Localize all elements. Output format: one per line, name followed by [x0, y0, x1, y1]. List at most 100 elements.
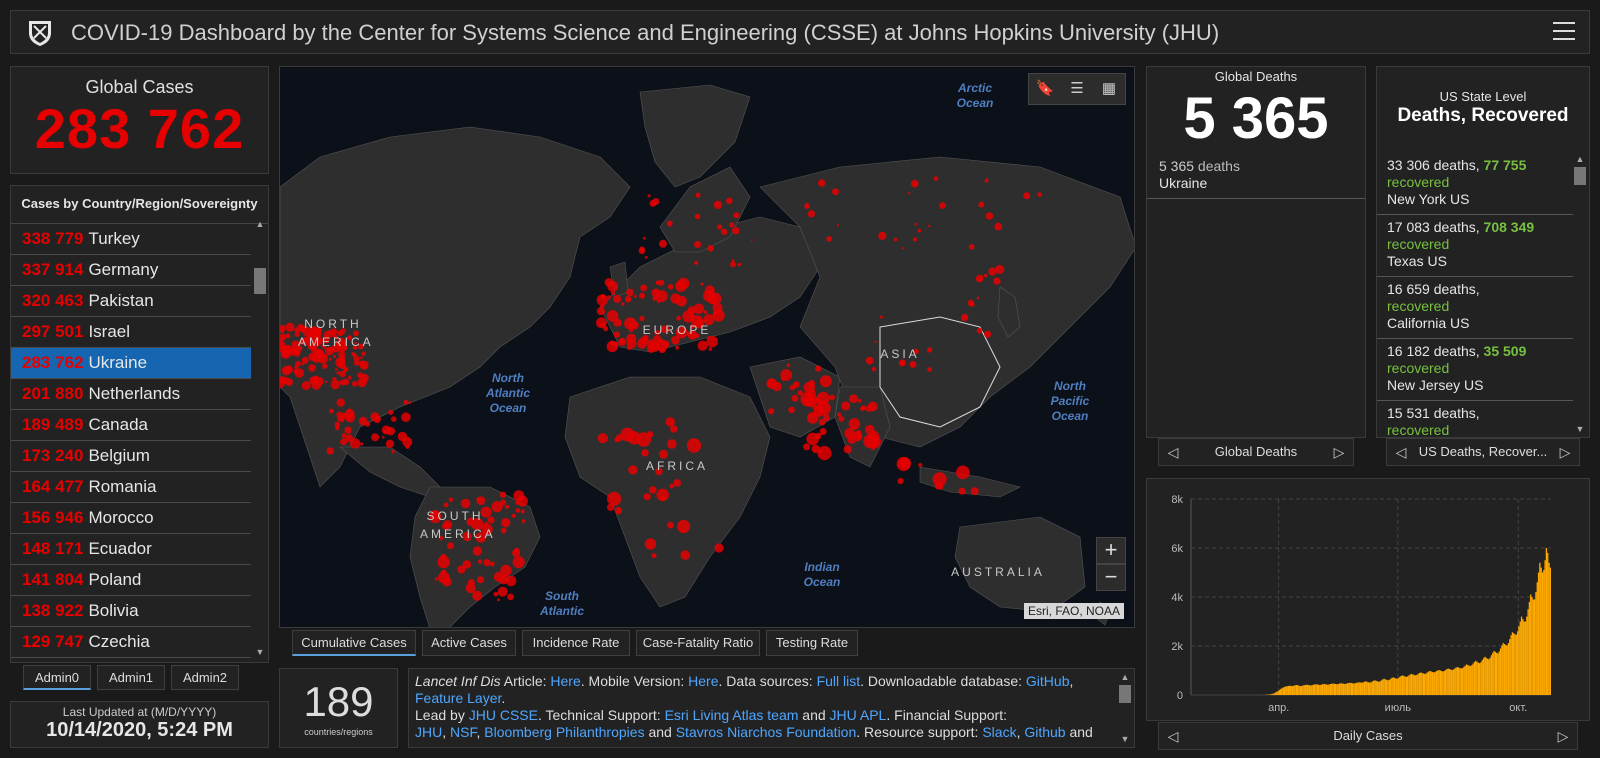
country-row[interactable]: 148 171 Ecuador — [11, 534, 251, 565]
chart-bar — [1293, 685, 1295, 695]
case-bubble — [662, 340, 670, 348]
country-row[interactable]: 338 779 Turkey — [11, 224, 251, 255]
country-case-count: 189 489 — [22, 415, 84, 434]
link-jhu[interactable]: JHU — [415, 724, 443, 740]
chart-bar — [1376, 681, 1379, 695]
chart-bar — [1353, 683, 1355, 695]
us-state-scrollbar[interactable]: ▲ ▼ — [1573, 153, 1587, 435]
us-state-item[interactable]: 33 306 deaths, 77 755 recovered New York U… — [1377, 153, 1573, 215]
us-scroll-up-icon[interactable]: ▲ — [1575, 154, 1585, 164]
us-scroll-down-icon[interactable]: ▼ — [1575, 424, 1585, 434]
qr-code-icon[interactable]: ▦ — [1101, 80, 1117, 97]
chart-bar — [1482, 658, 1485, 695]
us-state-item[interactable]: 16 182 deaths, 35 509 recovered New Jersey… — [1377, 339, 1573, 401]
chevron-left-icon[interactable]: ◁ — [1167, 728, 1179, 744]
us-scroll-thumb[interactable] — [1574, 167, 1586, 185]
country-row[interactable]: 164 477 Romania — [11, 472, 251, 503]
link-bloomberg[interactable]: Bloomberg Philanthropies — [484, 724, 645, 740]
link-full-list[interactable]: Full list — [816, 673, 861, 689]
link-jhu-apl[interactable]: JHU APL — [829, 707, 887, 723]
us-state-item[interactable]: 16 659 deaths, recovered California US — [1377, 277, 1573, 339]
case-bubbles[interactable] — [280, 176, 1042, 602]
tab-testing-rate[interactable]: Testing Rate — [766, 630, 858, 656]
country-row[interactable]: 320 463 Pakistan — [11, 286, 251, 317]
chevron-left-icon[interactable]: ◁ — [1395, 444, 1407, 460]
chevron-right-icon[interactable]: ▷ — [1559, 444, 1571, 460]
scroll-thumb[interactable] — [254, 268, 266, 294]
country-row[interactable]: 173 240 Belgium — [11, 441, 251, 472]
tab-cumulative-cases[interactable]: Cumulative Cases — [292, 630, 416, 656]
us-state-item[interactable]: 17 083 deaths, 708 349 recovered Texas US — [1377, 215, 1573, 277]
scroll-up-arrow-icon[interactable]: ▲ — [255, 219, 265, 229]
link-jhu-csse[interactable]: JHU CSSE — [468, 707, 538, 723]
chart-bar — [1367, 682, 1370, 695]
zoom-in-button[interactable]: + — [1096, 537, 1126, 564]
link-github-2[interactable]: Github — [1024, 724, 1066, 740]
chevron-right-icon[interactable]: ▷ — [1333, 444, 1345, 460]
case-bubble — [666, 220, 673, 227]
country-row[interactable]: 297 501 Israel — [11, 317, 251, 348]
link-github[interactable]: GitHub — [1025, 673, 1070, 689]
chevron-left-icon[interactable]: ◁ — [1167, 444, 1179, 460]
zoom-out-button[interactable]: − — [1096, 564, 1126, 591]
tab-incidence-rate[interactable]: Incidence Rate — [522, 630, 630, 656]
scroll-down-arrow-icon[interactable]: ▼ — [255, 647, 265, 657]
world-map[interactable]: 🔖 ☰ ▦ Arctic Ocean North Atlantic Ocean … — [279, 66, 1135, 628]
tab-admin0[interactable]: Admin0 — [23, 665, 91, 690]
country-list-scrollbar[interactable]: ▲ ▼ — [253, 218, 267, 658]
link-article-here[interactable]: Here — [550, 673, 581, 689]
last-updated-label: Last Updated at (M/D/YYYY) — [62, 705, 217, 719]
bookmark-icon[interactable]: 🔖 — [1035, 80, 1055, 97]
jhu-shield-logo-icon — [29, 21, 51, 46]
link-nsf[interactable]: NSF — [450, 724, 477, 740]
chevron-right-icon[interactable]: ▷ — [1557, 728, 1569, 744]
chart-bar — [1399, 676, 1401, 695]
chart-bar — [1417, 673, 1419, 695]
country-row[interactable]: 283 762 Ukraine — [11, 348, 251, 379]
us-state-item[interactable]: 15 531 deaths, recoveredFlorida US — [1377, 401, 1573, 437]
chart-bar — [1331, 683, 1333, 695]
tab-case-fatality-ratio[interactable]: Case-Fatality Ratio — [636, 630, 760, 656]
country-row[interactable]: 201 880 Netherlands — [11, 379, 251, 410]
chart-bar — [1281, 688, 1283, 695]
chart-bar — [1378, 681, 1380, 695]
case-bubble — [371, 433, 380, 442]
legend-list-icon[interactable]: ☰ — [1070, 80, 1084, 97]
case-bubble — [460, 498, 471, 509]
country-row[interactable]: 138 922 Bolivia — [11, 596, 251, 627]
chart-bar — [1433, 672, 1435, 695]
info-scroll-thumb[interactable] — [1119, 685, 1131, 703]
country-row[interactable]: 156 946 Morocco — [11, 503, 251, 534]
country-row[interactable]: 129 747 Czechia — [11, 627, 251, 658]
link-stavros-niarchos[interactable]: Stavros Niarchos Foundation — [675, 724, 857, 740]
map-canvas[interactable] — [280, 67, 1135, 628]
chart-bar — [1308, 685, 1311, 695]
case-bubble — [339, 379, 346, 386]
info-scroll-down-icon[interactable]: ▼ — [1120, 734, 1130, 744]
info-scrollbar[interactable]: ▲ ▼ — [1118, 671, 1132, 745]
country-row[interactable]: 337 914 Germany — [11, 255, 251, 286]
link-slack[interactable]: Slack — [982, 724, 1017, 740]
chart-bar — [1272, 693, 1274, 695]
info-text-segment: , — [476, 724, 485, 740]
case-bubble — [871, 367, 877, 372]
case-bubble — [505, 575, 517, 587]
case-bubble — [702, 289, 715, 302]
global-deaths-item[interactable]: 5 365 deaths Ukraine — [1147, 154, 1365, 199]
tab-admin2[interactable]: Admin2 — [171, 665, 239, 690]
case-bubble — [703, 310, 708, 314]
link-feature-layer[interactable]: Feature Layer — [415, 690, 502, 706]
tab-active-cases[interactable]: Active Cases — [422, 630, 516, 656]
link-esri-living-atlas[interactable]: Esri Living Atlas team — [664, 707, 799, 723]
chart-bar — [1442, 671, 1444, 695]
case-bubble — [871, 446, 875, 451]
case-bubble — [917, 229, 922, 233]
info-scroll-up-icon[interactable]: ▲ — [1120, 672, 1130, 682]
chart-bar — [1357, 682, 1359, 695]
country-row[interactable]: 141 804 Poland — [11, 565, 251, 596]
link-mobile-here[interactable]: Here — [688, 673, 719, 689]
country-row[interactable]: 189 489 Canada — [11, 410, 251, 441]
hamburger-menu-icon[interactable] — [1553, 22, 1575, 42]
case-bubble — [285, 333, 291, 339]
tab-admin1[interactable]: Admin1 — [97, 665, 165, 690]
